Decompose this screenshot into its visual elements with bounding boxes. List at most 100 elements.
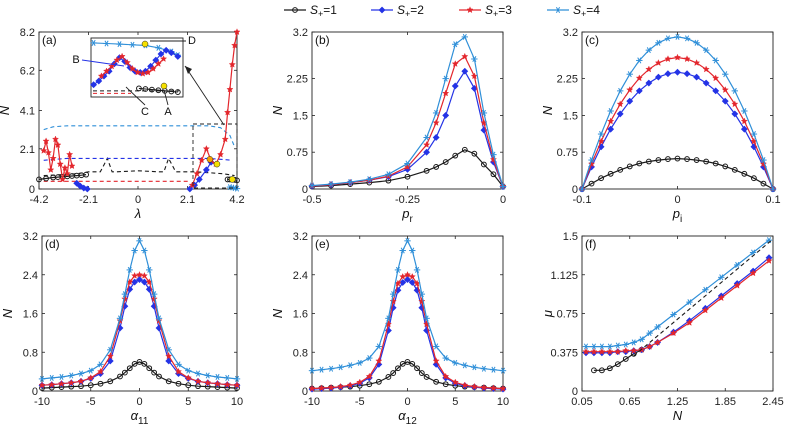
annotation-B-arrow [81,59,125,67]
data-point [87,367,94,374]
data-point [635,87,643,95]
inset-point [157,50,165,58]
marker-stroke [665,35,670,42]
data-point [635,74,643,82]
inset-point [102,67,111,75]
marker-stroke [338,364,343,371]
inset-point [149,64,157,72]
data-point [327,365,335,372]
data-point [131,360,138,367]
data-point [409,247,416,254]
zoom-arrowhead [185,66,192,74]
data-point [217,150,224,158]
x-tick-label: 2.45 [762,396,783,408]
marker-stroke [675,33,680,40]
data-point [626,71,633,78]
data-point [404,163,411,170]
series-line [633,238,774,357]
data-point [204,372,211,379]
data-point [461,33,468,40]
data-point [194,377,202,385]
data-point [48,374,55,381]
inset-point [174,89,181,95]
x-tick-label: 1.25 [667,396,688,408]
inset-point [97,72,105,80]
data-point [385,315,392,322]
data-point [366,381,373,388]
data-point [42,137,50,145]
data-point [83,171,90,178]
y-tick-label: 6.2 [20,65,35,77]
panel-label: (b) [315,33,330,47]
inset-highlight [160,82,168,90]
x-axis-label-main: p [401,206,409,221]
data-point [702,286,709,293]
axes-frame [41,235,238,392]
panel-e: -10 -5 0 5 10 0 0.8 1.6 2.4 3.2 (e) α12 N [270,231,509,427]
y-tick-label: 0 [572,184,578,196]
data-point [590,347,598,355]
data-point [461,52,469,60]
marker-stroke [623,341,628,348]
y-tick-label: 0 [29,184,35,196]
data-point [394,266,402,273]
marker-stroke [376,343,381,350]
marker-stroke [591,343,596,350]
data-point [693,39,700,46]
data-point [399,247,406,254]
y-tick-label: 2.25 [287,74,308,86]
marker-stroke [234,375,240,382]
marker-stroke [599,131,604,138]
legend-suffix: =1 [323,3,337,17]
marker-stroke [761,157,766,164]
data-point [423,315,430,322]
marker-stroke [453,359,458,366]
y-axis-label: N [540,105,555,115]
data-point [598,367,605,374]
data-point [308,182,316,189]
y-tick-label: 3.2 [23,231,38,243]
marker-stroke [607,343,612,350]
marker-stroke [410,247,415,254]
data-point [749,269,757,277]
marker-stroke [156,315,162,322]
series-line [41,274,238,386]
x-tick-label: 0 [135,194,141,206]
highlight-point [206,156,214,163]
data-point [141,247,148,254]
marker-stroke [386,171,391,178]
x-axis-label-main: α [131,408,139,423]
legend-marker [554,6,562,14]
y-tick-label: 0.75 [557,309,578,321]
data-point [582,347,590,355]
marker-stroke [415,266,420,273]
data-point [760,180,767,187]
data-point [432,109,440,116]
marker-stroke [386,315,391,322]
legend-subscript: + [405,9,410,19]
x-axis-label-main: α [398,408,406,423]
marker-stroke [367,355,372,362]
series-s-3-solid-left [40,135,76,183]
series-reference [633,238,774,357]
data-point [614,361,621,368]
y-tick-label: 2.25 [557,74,578,86]
series-s-4 [582,237,773,350]
data-point [195,176,203,183]
data-point [233,185,241,192]
data-point [375,378,382,385]
data-point [347,362,354,369]
marker-stroke [723,71,728,78]
y-tick-label: 1.6 [293,309,308,321]
data-point [204,379,212,386]
y-tick-label: 0.8 [23,347,38,359]
data-point [598,343,606,350]
data-point [587,160,596,168]
data-point [702,47,710,54]
marker-stroke [395,266,400,273]
legend-label: S+=4 [573,3,600,19]
y-tick-label: 0 [32,386,38,398]
series-s-3 [38,271,241,389]
marker-stroke [647,330,652,337]
y-tick-label: 0.75 [287,147,308,159]
